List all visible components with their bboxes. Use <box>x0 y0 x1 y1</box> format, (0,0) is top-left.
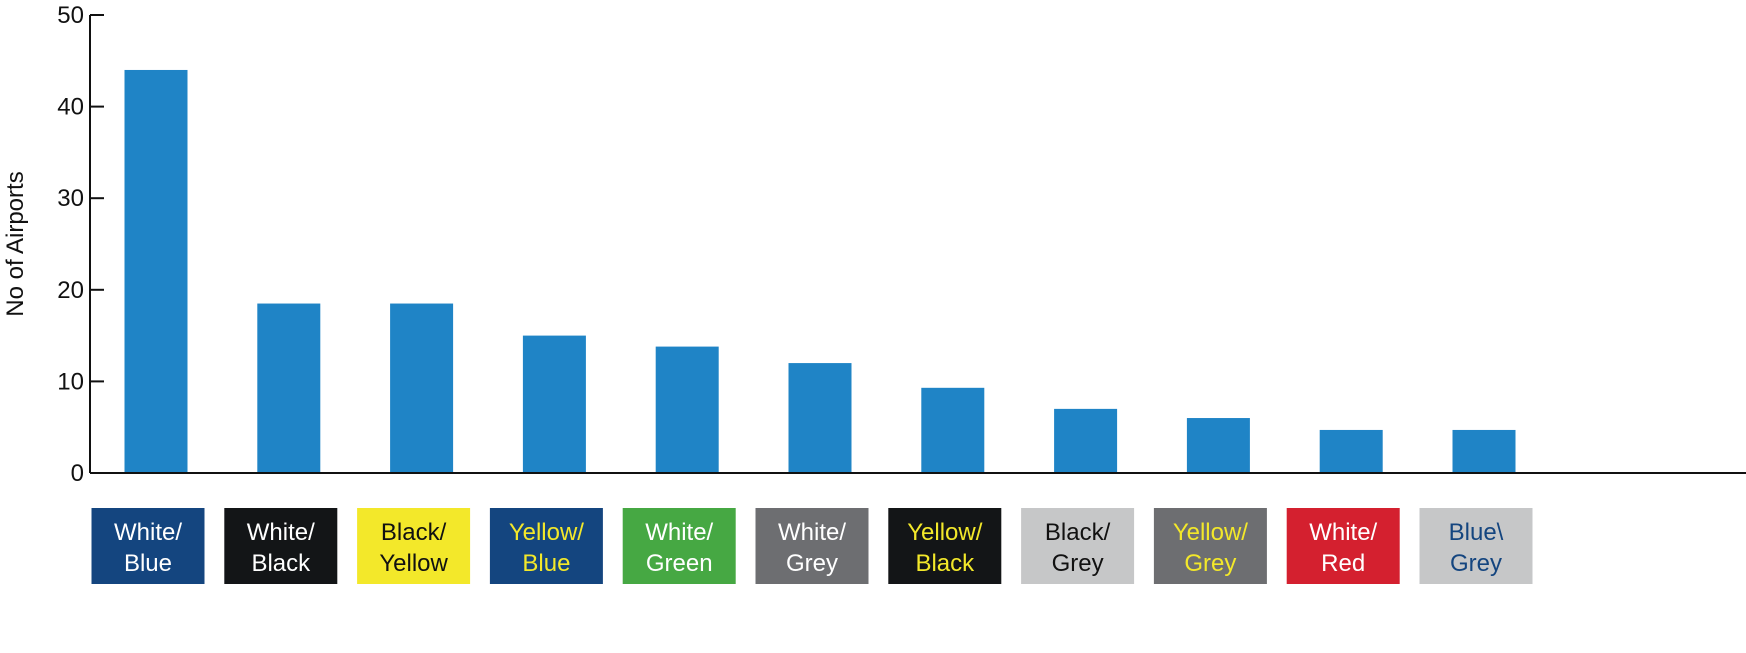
category-label-line1: Yellow/ <box>1173 519 1248 546</box>
category-label: White/Black <box>224 508 338 584</box>
category-swatch <box>1021 508 1135 584</box>
bar <box>655 346 719 473</box>
category-swatch <box>91 508 205 584</box>
category-label-line2: Blue <box>522 550 570 577</box>
category-swatch <box>224 508 338 584</box>
y-tick-label: 50 <box>57 2 84 29</box>
category-swatch <box>357 508 471 584</box>
y-tick-label: 0 <box>71 460 84 487</box>
y-tick-label: 10 <box>57 368 84 395</box>
category-label: Black/Yellow <box>357 508 471 584</box>
category-label-line2: Green <box>646 550 713 577</box>
category-swatch <box>755 508 869 584</box>
y-axis-label: No of Airports <box>2 171 29 316</box>
category-label-line1: White/ <box>1309 519 1377 546</box>
category-label-line2: Grey <box>1052 550 1104 577</box>
category-label-line1: White/ <box>778 519 846 546</box>
category-label-line2: Black <box>251 550 311 577</box>
category-label: Yellow/Grey <box>1153 508 1267 584</box>
category-label-line1: Black/ <box>381 519 447 546</box>
category-label-line2: Grey <box>1450 550 1502 577</box>
category-label: White/Green <box>622 508 736 584</box>
category-swatch <box>1286 508 1400 584</box>
y-tick-label: 40 <box>57 94 84 121</box>
category-label: Yellow/Blue <box>489 508 603 584</box>
bar <box>522 335 586 473</box>
bar <box>257 303 321 473</box>
category-labels: White/BlueWhite/BlackBlack/YellowYellow/… <box>91 508 1533 584</box>
category-swatch <box>489 508 603 584</box>
category-label-line1: Blue\ <box>1449 519 1504 546</box>
bar <box>1452 429 1516 473</box>
category-label-line1: White/ <box>645 519 713 546</box>
y-tick-label: 20 <box>57 277 84 304</box>
category-label: White/Blue <box>91 508 205 584</box>
category-swatch <box>1419 508 1533 584</box>
y-axis: 0 10 20 30 40 50 <box>57 2 104 487</box>
category-label-line2: Blue <box>124 550 172 577</box>
category-swatch <box>622 508 736 584</box>
bar <box>1186 418 1250 473</box>
category-label-line2: Grey <box>786 550 838 577</box>
category-label: Black/Grey <box>1021 508 1135 584</box>
category-label-line1: Yellow/ <box>907 519 982 546</box>
category-label-line2: Red <box>1321 550 1365 577</box>
y-tick-label: 30 <box>57 185 84 212</box>
category-label: White/Grey <box>755 508 869 584</box>
category-swatch <box>1153 508 1267 584</box>
bar <box>124 69 188 474</box>
category-label: Blue\ Grey <box>1419 508 1533 584</box>
bars-group <box>124 69 1516 474</box>
category-swatch <box>888 508 1002 584</box>
bar <box>788 363 852 473</box>
category-label-line2: Yellow <box>379 550 448 577</box>
bar <box>1054 408 1118 473</box>
category-label-line1: Black/ <box>1045 519 1111 546</box>
category-label-line1: White/ <box>114 519 182 546</box>
category-label-line1: White/ <box>247 519 315 546</box>
bar <box>921 387 985 473</box>
category-label-line2: Black <box>915 550 975 577</box>
bar <box>390 303 454 473</box>
category-label-line1: Yellow/ <box>509 519 584 546</box>
category-label-line2: Grey <box>1184 550 1236 577</box>
bar <box>1319 429 1383 473</box>
category-label: Yellow/Black <box>888 508 1002 584</box>
category-label: White/Red <box>1286 508 1400 584</box>
